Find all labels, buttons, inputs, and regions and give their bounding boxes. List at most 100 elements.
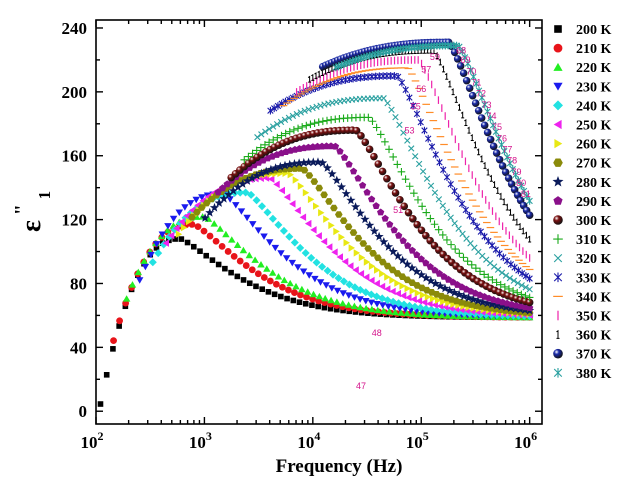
data-point xyxy=(262,128,269,135)
data-point xyxy=(403,309,411,317)
data-point xyxy=(274,102,282,110)
data-point xyxy=(278,293,284,300)
data-point xyxy=(352,266,359,274)
data-point xyxy=(477,227,484,236)
data-point xyxy=(501,283,509,291)
data-point xyxy=(247,173,257,183)
data-point xyxy=(467,126,471,134)
data-point xyxy=(447,240,455,249)
data-point xyxy=(327,169,337,178)
data-point xyxy=(281,129,290,138)
data-point xyxy=(294,124,302,133)
data-point xyxy=(441,65,446,73)
data-point xyxy=(260,274,268,281)
data-point xyxy=(484,273,493,282)
data-point xyxy=(525,211,534,220)
data-point xyxy=(421,304,430,313)
data-point xyxy=(312,258,321,267)
data-point xyxy=(175,230,183,238)
data-point xyxy=(496,280,505,289)
data-point xyxy=(321,294,329,302)
data-point xyxy=(443,208,450,215)
data-point xyxy=(280,276,289,284)
data-point xyxy=(200,227,208,235)
data-point xyxy=(524,231,528,239)
data-point xyxy=(459,230,466,237)
data-point xyxy=(339,300,347,307)
data-point xyxy=(363,188,371,196)
data-point xyxy=(185,217,193,226)
data-point xyxy=(409,287,416,295)
data-point xyxy=(350,302,359,310)
data-point xyxy=(413,110,421,118)
data-point xyxy=(386,220,394,228)
legend-item: 300 K xyxy=(553,214,612,229)
data-point xyxy=(369,250,377,257)
data-point xyxy=(432,311,440,319)
legend-label: 250 K xyxy=(576,119,612,134)
data-point xyxy=(483,128,492,137)
data-point xyxy=(333,298,341,305)
data-point xyxy=(341,188,351,198)
data-point xyxy=(289,159,299,168)
data-point xyxy=(376,130,385,139)
data-point xyxy=(498,269,506,276)
data-point xyxy=(489,121,497,129)
data-point xyxy=(460,111,465,119)
data-point xyxy=(304,219,312,228)
data-point xyxy=(116,317,123,325)
data-point xyxy=(405,182,414,191)
data-point xyxy=(257,261,265,268)
legend: 200 K 210 K 220 K 230 K 240 K 250 K 260 K 270 K… xyxy=(552,23,612,382)
data-point xyxy=(410,189,418,197)
data-point xyxy=(402,259,412,269)
data-point xyxy=(164,223,172,230)
data-point xyxy=(234,273,241,280)
data-point xyxy=(297,291,304,299)
data-point xyxy=(278,186,285,195)
data-point xyxy=(522,284,529,291)
legend-item: 270 K xyxy=(553,157,612,172)
data-point xyxy=(275,161,285,171)
data-point xyxy=(459,47,466,56)
data-point xyxy=(426,236,434,245)
data-point xyxy=(345,292,353,299)
data-point xyxy=(498,162,507,170)
legend-label: 240 K xyxy=(576,99,612,114)
series-310-k xyxy=(240,113,534,302)
data-point xyxy=(527,235,532,243)
data-point xyxy=(251,256,259,263)
data-point xyxy=(405,301,414,310)
data-point xyxy=(297,109,304,116)
data-point xyxy=(440,298,447,306)
data-point xyxy=(378,282,386,291)
data-point xyxy=(265,289,272,295)
data-point xyxy=(420,298,428,307)
annotation-label: 79 xyxy=(511,167,521,177)
data-point xyxy=(476,267,484,276)
data-point xyxy=(184,239,191,246)
data-point xyxy=(391,189,400,197)
data-point xyxy=(226,196,234,203)
data-point xyxy=(224,189,234,199)
data-point xyxy=(473,79,480,88)
data-point xyxy=(188,213,196,221)
data-point xyxy=(474,106,483,115)
data-point xyxy=(162,239,169,247)
data-point xyxy=(300,166,309,174)
data-point xyxy=(387,182,396,190)
data-point xyxy=(246,280,253,287)
data-point xyxy=(501,147,508,155)
data-point xyxy=(313,103,320,110)
data-point xyxy=(384,303,393,310)
data-point xyxy=(280,160,290,170)
data-point xyxy=(515,176,522,185)
data-point xyxy=(328,285,336,292)
annotation-label: 76 xyxy=(497,133,507,143)
legend-marker xyxy=(553,43,563,53)
data-point xyxy=(461,53,469,62)
data-point xyxy=(296,243,305,252)
data-point xyxy=(248,266,256,274)
data-point xyxy=(395,231,403,239)
